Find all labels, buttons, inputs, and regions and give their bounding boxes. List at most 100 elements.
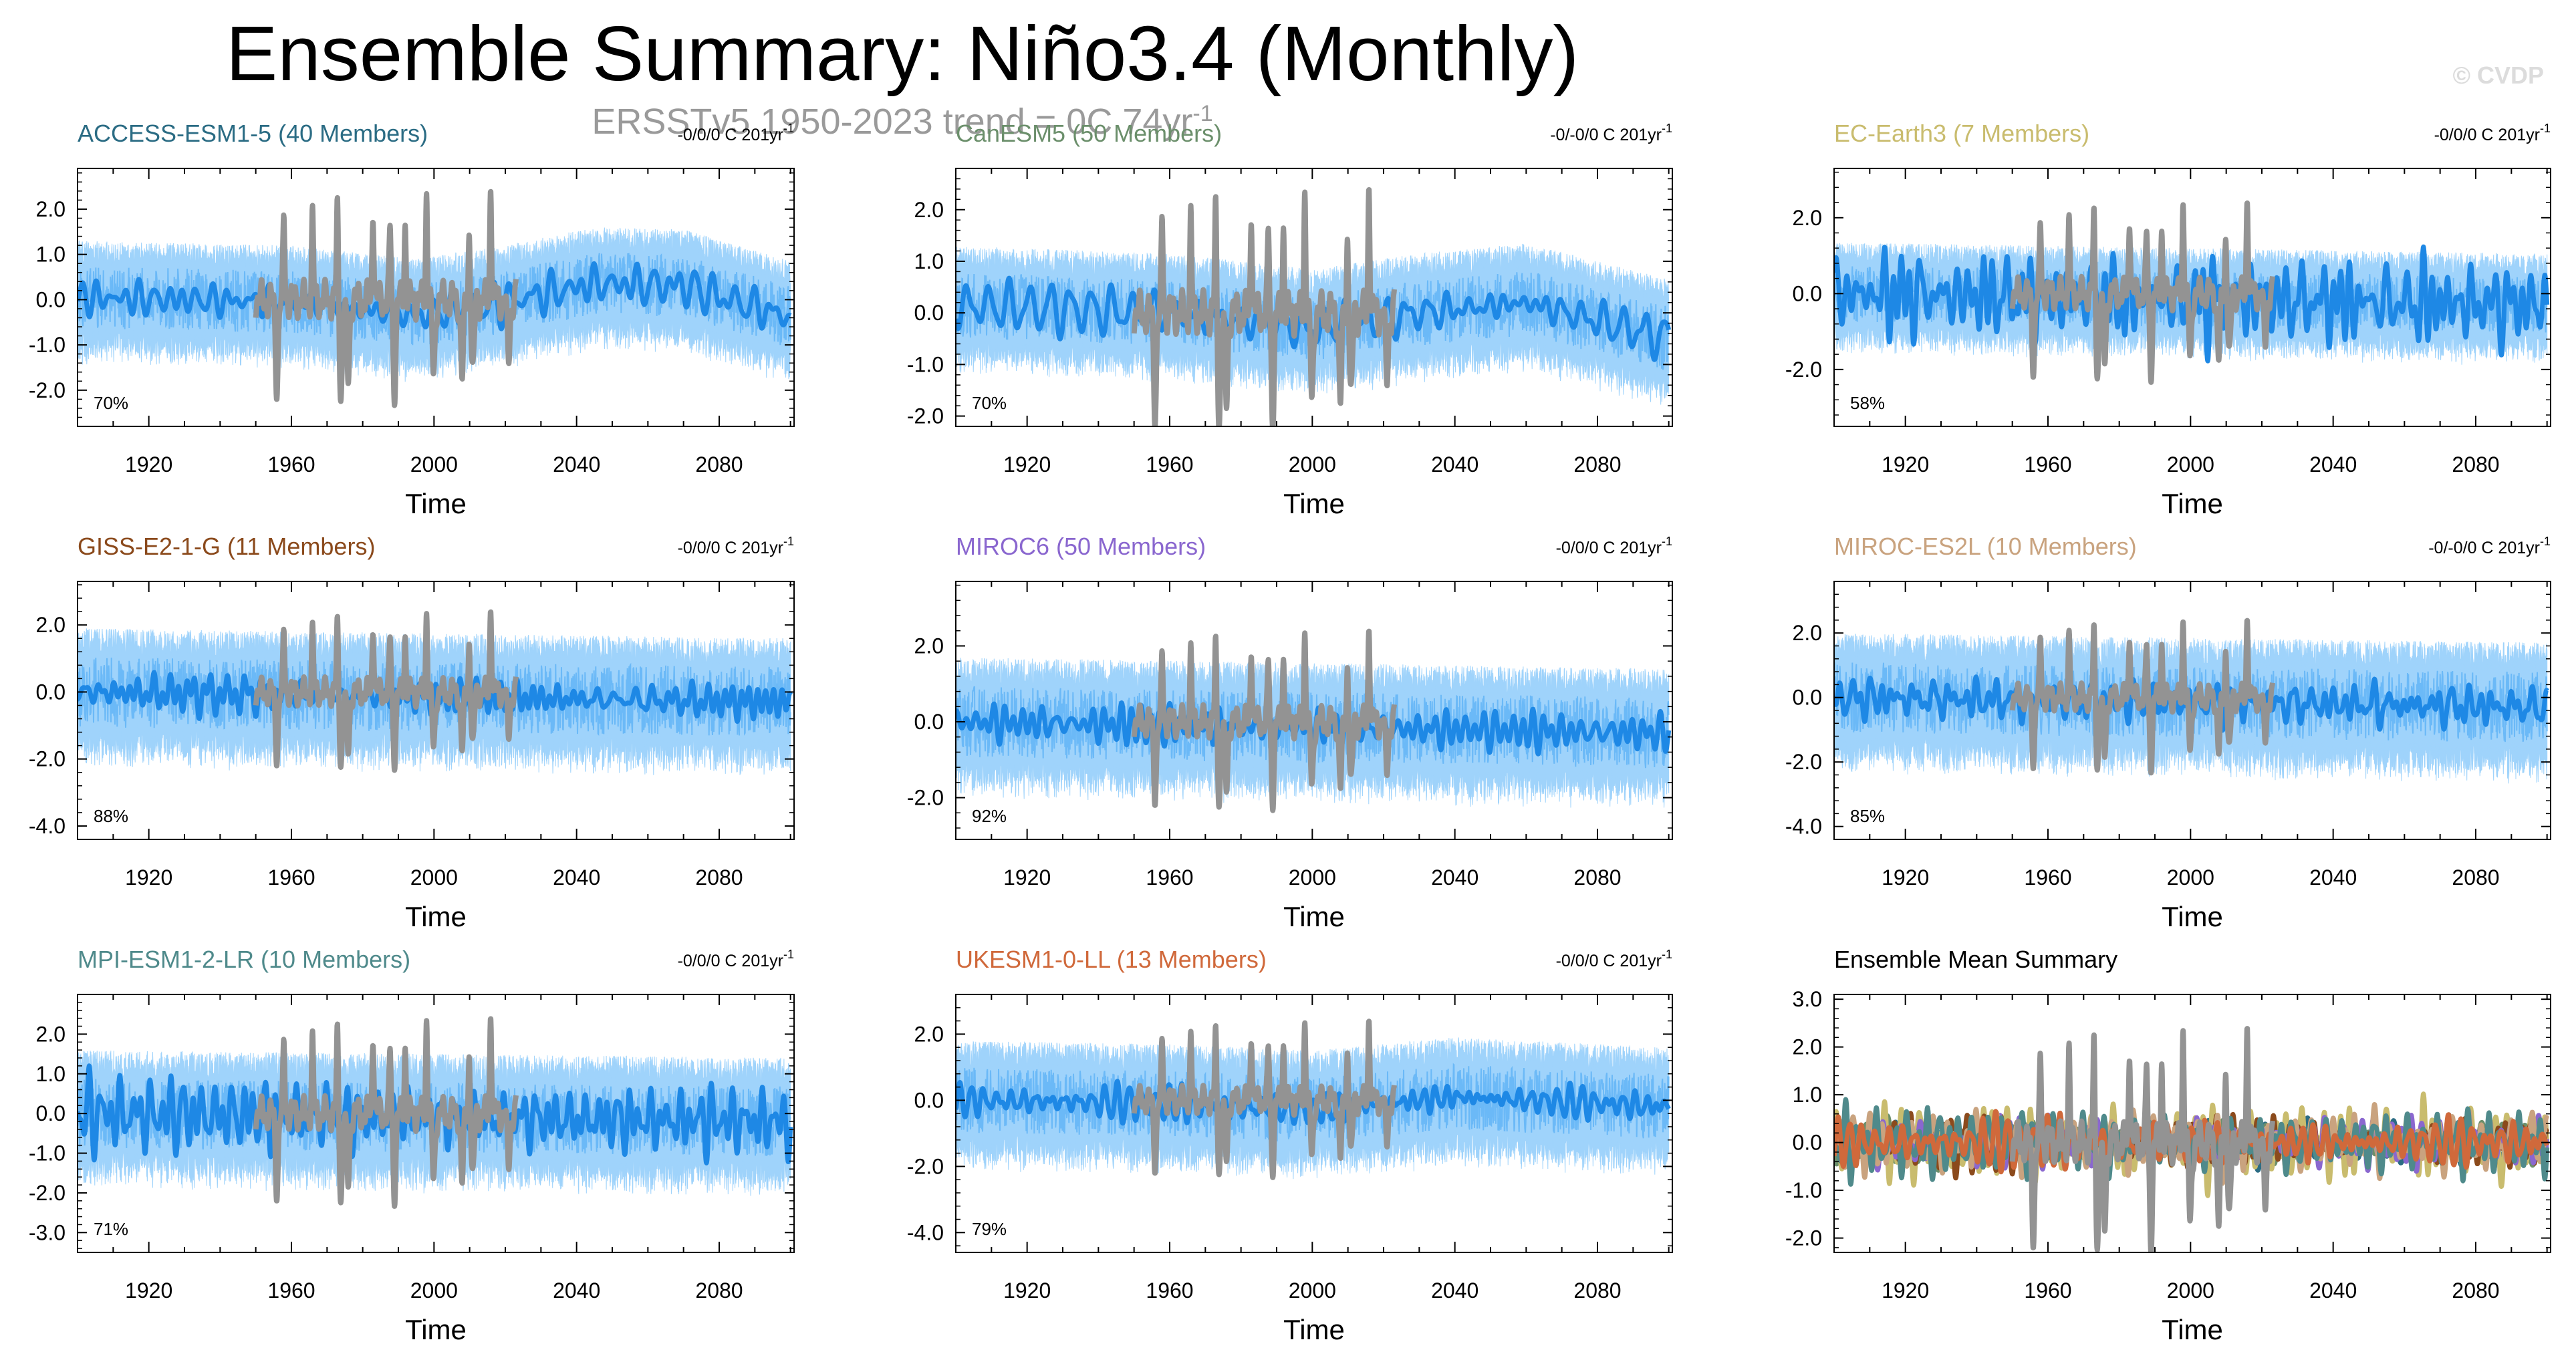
y-tick-label: 1.0 xyxy=(36,1062,66,1086)
subtitle-superscript: -1 xyxy=(1192,101,1213,126)
panel-title: EC-Earth3 (7 Members) xyxy=(1834,120,2089,147)
x-tick-label-1920: 1920 xyxy=(1882,865,1929,890)
plot-area xyxy=(1834,200,2550,385)
trend-label: -0/0/0 C 201yr-1 xyxy=(1556,948,1672,970)
trend-label-superscript: -1 xyxy=(2540,122,2551,135)
x-tick-label-2080: 2080 xyxy=(1573,452,1621,477)
panel-title: MIROC-ES2L (10 Members) xyxy=(1834,533,2137,560)
x-tick-label-2080: 2080 xyxy=(2452,865,2499,890)
x-tick-label-1920: 1920 xyxy=(125,865,172,890)
y-tick-label: 2.0 xyxy=(914,198,944,222)
y-tick-label: 2.0 xyxy=(36,197,66,221)
x-axis-label: Time xyxy=(2162,488,2223,519)
y-tick-label: -2.0 xyxy=(907,1154,944,1178)
y-tick-label: 0.0 xyxy=(1793,281,1822,305)
ersstv5-observed-line xyxy=(2009,200,2275,385)
subtitle-text: ERSSTv5 1950-2023 trend = 0C 74yr xyxy=(592,102,1193,142)
y-tick-label: 2.0 xyxy=(1793,206,1822,230)
panel-title: CanESM5 (50 Members) xyxy=(956,120,1222,147)
trend-label: -0/0/0 C 201yr-1 xyxy=(1556,535,1672,557)
plot-area xyxy=(78,609,793,775)
figure-subtitle: ERSSTv5 1950-2023 trend = 0C 74yr-1 xyxy=(0,92,1805,143)
y-tick-label: -2.0 xyxy=(29,747,66,771)
chart-panel-5: 1920 1960 2000 2040 2080 2.0 0.0 -2.0 Time MIROC6… xyxy=(907,533,1673,932)
chart-panel-2: 1920 1960 2000 2040 2080 2.0 1.0 0.0 -1.0 -2.0 Tim… xyxy=(907,120,1673,519)
x-tick-label-1920: 1920 xyxy=(125,1278,172,1303)
x-tick-label-2000: 2000 xyxy=(1289,452,1336,477)
chart-panel-6: 1920 1960 2000 2040 2080 2.0 0.0 -2.0 -4.0 Time MI… xyxy=(1785,533,2551,932)
chart-panel-1: 1920 1960 2000 2040 2080 2.0 1.0 0.0 -1.0 -2.0 Tim… xyxy=(29,120,795,519)
y-tick-label: 1.0 xyxy=(914,249,944,273)
x-tick-label-2000: 2000 xyxy=(1289,1278,1336,1303)
x-tick-label-1960: 1960 xyxy=(1146,865,1193,890)
x-tick-label-1920: 1920 xyxy=(125,452,172,477)
x-tick-label-1960: 1960 xyxy=(2024,1278,2071,1303)
x-tick-label-1920: 1920 xyxy=(1003,452,1051,477)
y-tick-label: -4.0 xyxy=(29,814,66,838)
y-tick-label: -3.0 xyxy=(29,1220,66,1244)
x-tick-label-1960: 1960 xyxy=(1146,1278,1193,1303)
x-tick-label-2080: 2080 xyxy=(695,1278,743,1303)
percent-label: 85% xyxy=(1850,806,1885,826)
y-tick-label: 2.0 xyxy=(914,634,944,658)
y-tick-label: -1.0 xyxy=(29,1141,66,1166)
trend-label: -0/0/0 C 201yr-1 xyxy=(678,122,794,144)
x-tick-label-1960: 1960 xyxy=(2024,452,2071,477)
percent-label: 71% xyxy=(94,1219,128,1239)
y-tick-label: 0.0 xyxy=(36,287,66,311)
plot-area xyxy=(1834,618,2549,784)
trend-label-superscript: -1 xyxy=(1662,948,1672,961)
x-tick-label-2040: 2040 xyxy=(2309,1278,2357,1303)
plot-area xyxy=(1834,1026,2550,1252)
trend-label-text: -0/-0/0 C 201yr xyxy=(1550,126,1662,144)
y-tick-label: 0.0 xyxy=(914,1088,944,1112)
trend-label: -0/-0/0 C 201yr-1 xyxy=(2428,535,2551,557)
y-tick-label: 0.0 xyxy=(1793,1131,1822,1155)
x-tick-label-1920: 1920 xyxy=(1003,865,1051,890)
figure-title: Ensemble Summary: Niño3.4 (Monthly) xyxy=(225,10,1579,97)
y-tick-label: -2.0 xyxy=(29,378,66,402)
y-tick-label: 0.0 xyxy=(36,680,66,704)
ersstv5-observed-line xyxy=(1131,628,1397,813)
percent-label: 70% xyxy=(94,393,128,413)
plot-frame xyxy=(955,581,1673,840)
trend-label: -0/0/0 C 201yr-1 xyxy=(678,535,794,557)
panel-title: Ensemble Mean Summary xyxy=(1834,946,2117,973)
trend-label: -0/0/0 C 201yr-1 xyxy=(678,948,794,970)
x-tick-label-2000: 2000 xyxy=(2167,1278,2214,1303)
y-tick-label: -2.0 xyxy=(29,1181,66,1205)
x-tick-label-2040: 2040 xyxy=(553,1278,600,1303)
trend-label-text: -0/0/0 C 201yr xyxy=(1556,952,1662,970)
x-tick-label-2080: 2080 xyxy=(1573,865,1621,890)
y-tick-label: 1.0 xyxy=(36,243,66,267)
x-axis-label: Time xyxy=(1283,1314,1345,1345)
y-tick-label: 2.0 xyxy=(1793,621,1822,645)
x-tick-label-2040: 2040 xyxy=(553,865,600,890)
x-tick-label-1960: 1960 xyxy=(2024,865,2071,890)
y-tick-label: -1.0 xyxy=(1785,1178,1822,1202)
y-tick-label: 1.0 xyxy=(1793,1083,1822,1107)
x-tick-label-1960: 1960 xyxy=(267,1278,315,1303)
y-tick-label: -2.0 xyxy=(907,404,944,428)
plot-frame xyxy=(955,994,1673,1253)
plot-frame xyxy=(1833,168,2551,427)
y-tick-label: -2.0 xyxy=(1785,750,1822,774)
trend-label-text: -0/0/0 C 201yr xyxy=(678,539,783,557)
ersstv5-observed-line xyxy=(253,609,519,773)
plot-area xyxy=(78,188,793,408)
y-tick-label: -1.0 xyxy=(29,333,66,357)
x-tick-label-2040: 2040 xyxy=(1431,1278,1478,1303)
x-axis-label: Time xyxy=(2162,901,2223,932)
plot-area xyxy=(78,1016,793,1209)
x-tick-label-2040: 2040 xyxy=(1431,452,1478,477)
trend-label: -0/0/0 C 201yr-1 xyxy=(2434,122,2551,144)
trend-label-text: -0/-0/0 C 201yr xyxy=(2428,539,2540,557)
x-tick-label-1920: 1920 xyxy=(1882,1278,1929,1303)
x-tick-label-2000: 2000 xyxy=(410,865,458,890)
y-tick-label: 0.0 xyxy=(914,301,944,325)
ensemble-spread xyxy=(956,272,1670,370)
x-tick-label-2000: 2000 xyxy=(410,452,458,477)
percent-label: 70% xyxy=(972,393,1007,413)
